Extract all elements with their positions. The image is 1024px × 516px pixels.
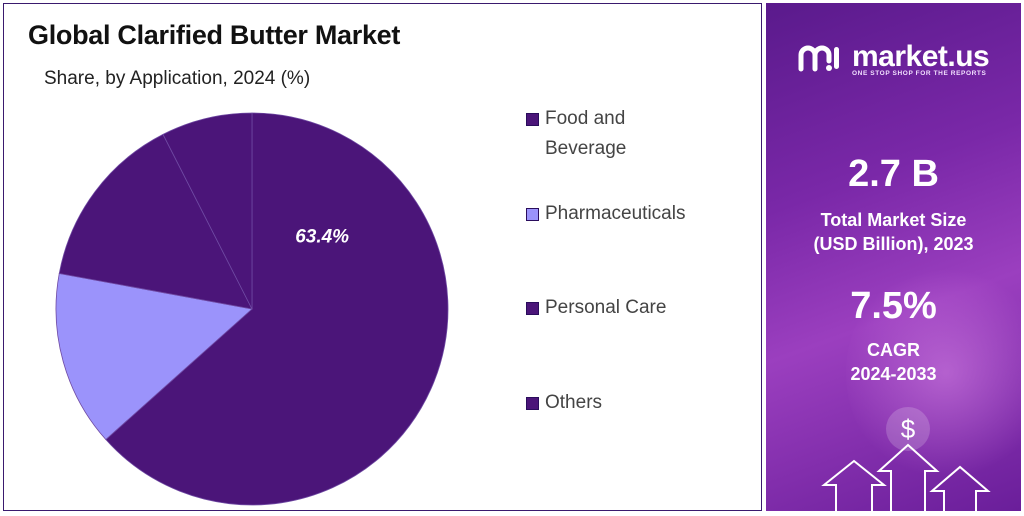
pie-slice-personal-care [58,133,253,310]
brand-name: market.us [852,40,990,73]
legend-label: Food and Beverage [545,108,627,159]
currency-symbol: $ [901,414,916,444]
pie-chart: 63.4% [55,112,449,506]
legend-swatch [526,113,539,126]
legend-swatch [526,208,539,221]
growth-arrows-icon: $ [821,407,991,511]
legend-label: Others [545,392,603,413]
brand: market.us [798,40,990,73]
stats-panel: market.us ONE STOP SHOP FOR THE REPORTS … [766,3,1021,511]
cagr-label-line2: 2024-2033 [850,364,937,384]
market-size-label-line2: (USD Billion), 2023 [813,234,974,254]
chart-panel: Global Clarified Butter Market Share, by… [3,3,762,511]
legend-label: Pharmaceuticals [545,203,686,224]
market-size-label: Total Market Size (USD Billion), 2023 [766,208,1021,256]
data-label: 63.4% [295,226,349,247]
market-size-value: 2.7 B [848,153,939,195]
pie-slice-others [162,112,253,310]
brand-tagline: ONE STOP SHOP FOR THE REPORTS [852,70,987,77]
background-glow [846,263,1021,483]
legend-item-personal-care: Personal Care [526,293,745,323]
legend-label: Personal Care [545,297,667,318]
legend-item-others: Others [526,388,745,418]
legend-swatch [526,397,539,410]
cagr-label-line1: CAGR [867,340,920,360]
pie-slice-food-and-beverage [105,112,449,506]
cagr-value: 7.5% [850,285,937,327]
chart-title: Global Clarified Butter Market [28,20,401,50]
market-us-logo-icon [798,45,839,72]
legend-item-pharmaceuticals: Pharmaceuticals [526,199,745,229]
pie-slice-pharmaceuticals [55,273,253,441]
legend-item-food-and-beverage: Food and Beverage [526,104,665,164]
legend-swatch [526,302,539,315]
market-size-label-line1: Total Market Size [820,210,967,230]
chart-subtitle: Share, by Application, 2024 (%) [44,68,311,89]
cagr-label: CAGR 2024-2033 [766,338,1021,386]
